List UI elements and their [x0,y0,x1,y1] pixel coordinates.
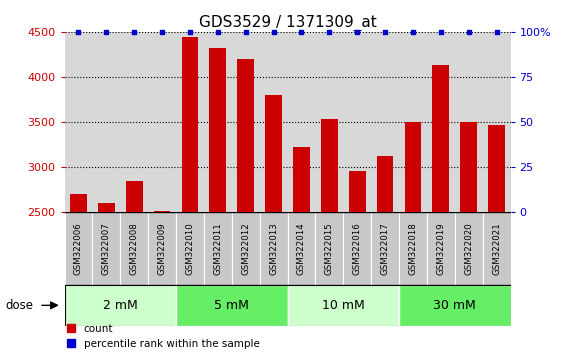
Text: GSM322013: GSM322013 [269,222,278,275]
Point [408,29,417,35]
Point [492,29,501,35]
Point [353,29,362,35]
Text: GSM322007: GSM322007 [102,222,111,275]
Bar [461,122,477,212]
Title: GDS3529 / 1371309_at: GDS3529 / 1371309_at [199,14,376,30]
Bar [265,95,282,212]
Bar [93,212,120,285]
Bar [182,37,198,212]
Bar [148,212,176,285]
Text: GSM322020: GSM322020 [464,222,473,275]
Bar [293,147,310,212]
Bar [176,212,204,285]
Bar [399,212,427,285]
Bar [98,203,114,212]
Point [464,29,473,35]
Point [436,29,445,35]
Text: 2 mM: 2 mM [103,299,137,312]
Point [130,29,139,35]
Bar [427,212,455,285]
Text: GSM322019: GSM322019 [436,222,445,275]
Legend: count, percentile rank within the sample: count, percentile rank within the sample [67,324,259,349]
Bar [349,171,366,212]
Bar [287,212,315,285]
Bar [176,285,288,326]
Text: 5 mM: 5 mM [214,299,249,312]
Text: 10 mM: 10 mM [322,299,365,312]
Text: GSM322011: GSM322011 [213,222,222,275]
Point [297,29,306,35]
Text: GSM322021: GSM322021 [492,222,501,275]
Point [102,29,111,35]
Point [269,29,278,35]
Point [213,29,222,35]
Text: GSM322014: GSM322014 [297,222,306,275]
Bar [488,125,505,212]
Bar [154,211,171,212]
Bar [343,212,371,285]
Text: GSM322018: GSM322018 [408,222,417,275]
Point [74,29,83,35]
Point [158,29,167,35]
Bar [404,122,421,212]
Bar [70,194,87,212]
Point [380,29,389,35]
Text: GSM322010: GSM322010 [186,222,195,275]
Point [186,29,195,35]
Bar [232,212,260,285]
Bar [482,212,511,285]
Text: GSM322012: GSM322012 [241,222,250,275]
Text: 30 mM: 30 mM [434,299,476,312]
Bar [433,65,449,212]
Bar [237,59,254,212]
Point [325,29,334,35]
Bar [399,285,511,326]
Bar [120,212,148,285]
Text: GSM322015: GSM322015 [325,222,334,275]
Text: GSM322006: GSM322006 [74,222,83,275]
Bar [455,212,482,285]
Text: GSM322009: GSM322009 [158,222,167,275]
Bar [209,48,226,212]
Text: GSM322016: GSM322016 [353,222,362,275]
Text: dose: dose [6,299,34,312]
Bar [260,212,287,285]
Bar [287,285,399,326]
Bar [65,212,93,285]
Bar [204,212,232,285]
Bar [371,212,399,285]
Text: GSM322008: GSM322008 [130,222,139,275]
Bar [315,212,343,285]
Bar [126,181,142,212]
Point [241,29,250,35]
Bar [321,119,338,212]
Text: GSM322017: GSM322017 [380,222,389,275]
Bar [376,155,393,212]
Bar [65,285,176,326]
